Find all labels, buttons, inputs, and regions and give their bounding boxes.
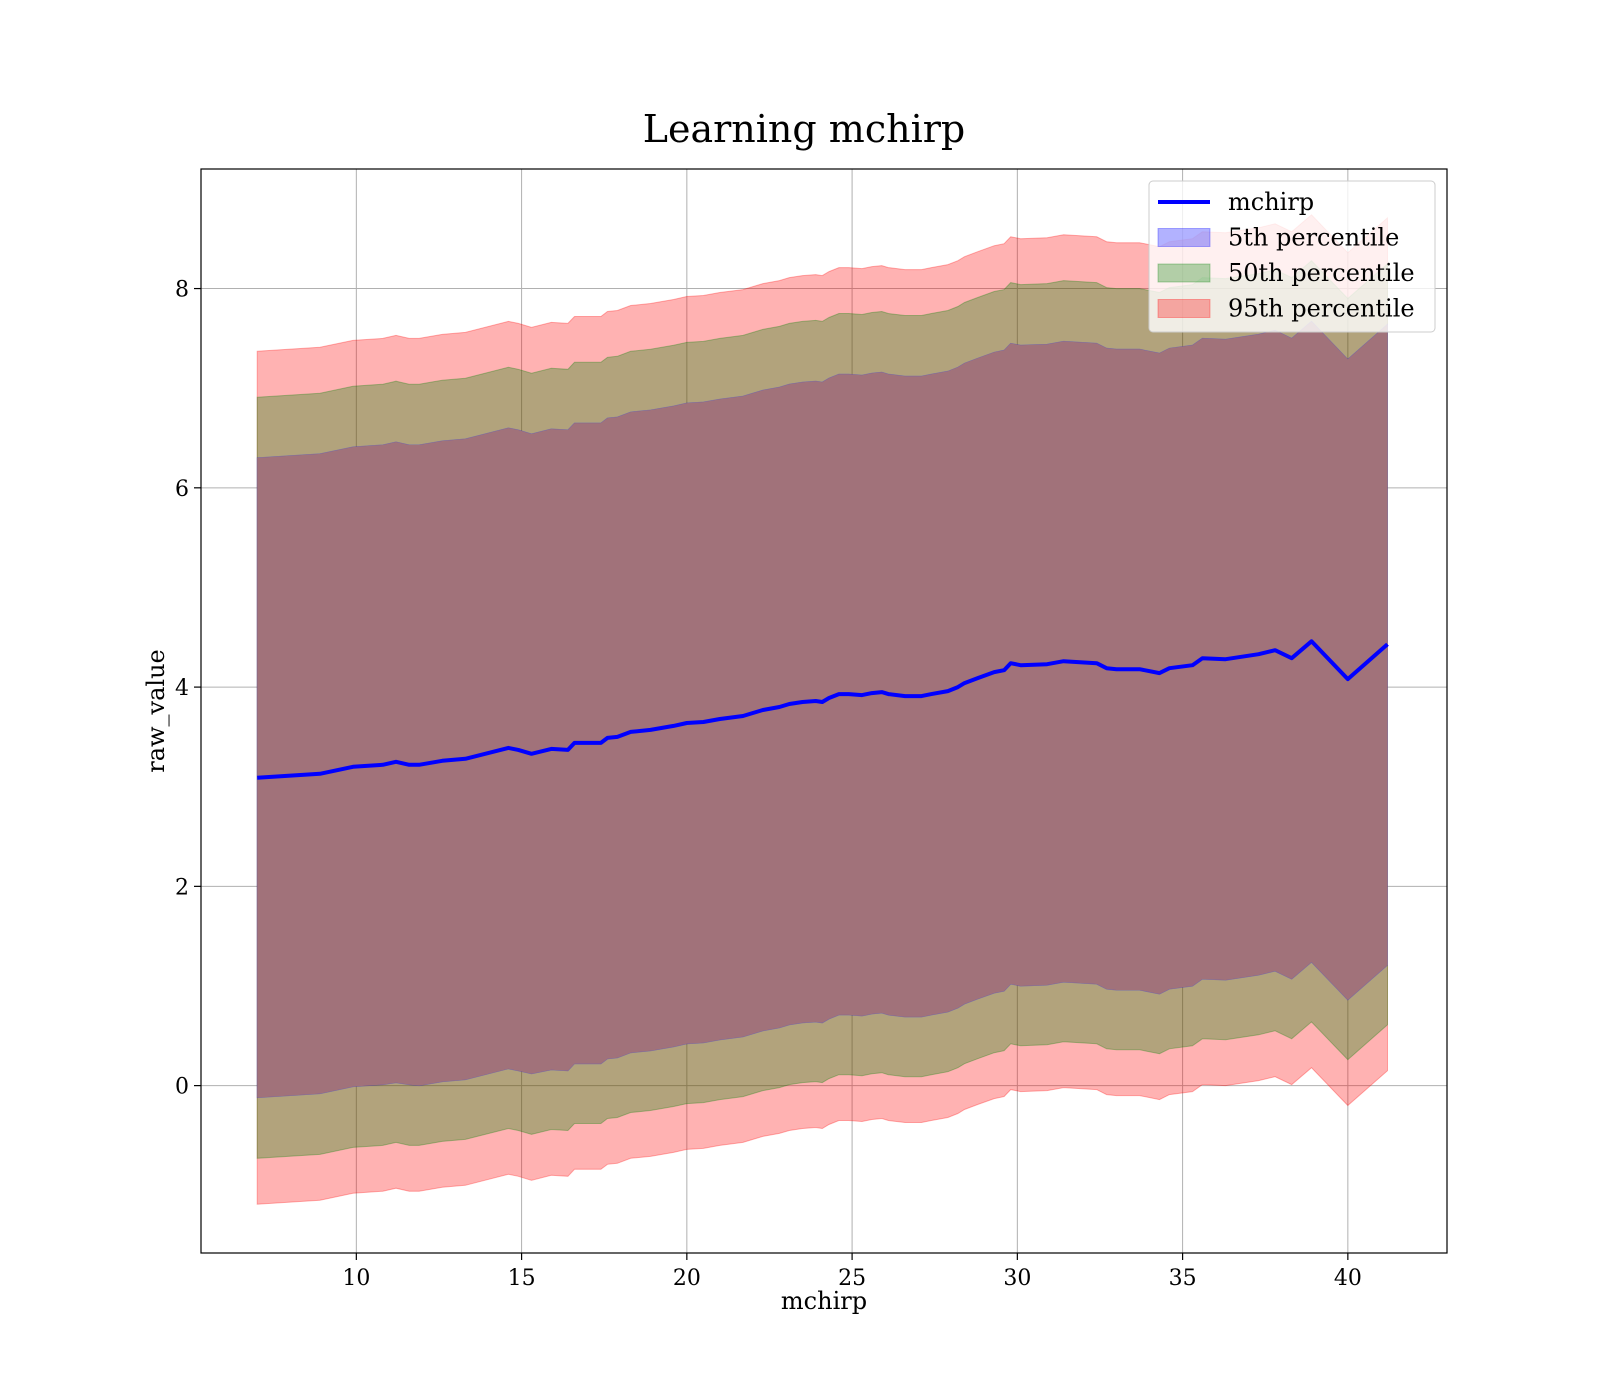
percentile-bands [256, 214, 1388, 1205]
line-mchirp [257, 639, 1389, 780]
plot-frame [200, 168, 1448, 1254]
x-tick-label: 35 [1169, 1266, 1197, 1291]
legend-label: mchirp [1228, 188, 1314, 216]
y-tick-label: 8 [175, 278, 189, 303]
y-tick-label: 6 [175, 477, 189, 502]
y-tick-label: 0 [175, 1075, 189, 1100]
chart-title: Learning mchirp [643, 107, 965, 151]
x-tick-label: 20 [673, 1266, 701, 1291]
x-axis-ticks: 10 15 20 25 30 35 40 [342, 1253, 1362, 1291]
legend-patch-swatch [1157, 299, 1211, 318]
x-tick-label: 30 [1003, 1266, 1031, 1291]
legend-item: 50th percentile [1157, 259, 1415, 287]
x-tick-label: 25 [838, 1266, 866, 1291]
legend-patch-swatch [1157, 263, 1211, 283]
x-tick-label: 15 [508, 1266, 536, 1291]
legend-label: 5th percentile [1228, 224, 1399, 252]
y-axis-ticks: 0 2 4 6 8 [175, 278, 201, 1100]
legend: mchirp 5th percentile 50th percentile 95th … [1148, 180, 1436, 333]
y-axis-label: raw_value [142, 649, 170, 773]
x-tick-label: 40 [1334, 1266, 1362, 1291]
legend-label: 95th percentile [1228, 295, 1415, 323]
legend-item: 95th percentile [1157, 295, 1415, 323]
y-tick-label: 4 [175, 676, 189, 701]
legend-box [1148, 180, 1436, 333]
band-overlap-region [257, 321, 1388, 1098]
legend-patch-swatch [1157, 228, 1211, 247]
plot-area [200, 168, 1448, 1254]
y-tick-label: 2 [175, 875, 189, 900]
legend-label: 50th percentile [1228, 259, 1415, 287]
legend-item: 5th percentile [1157, 224, 1399, 252]
legend-item: mchirp [1158, 188, 1314, 216]
x-tick-label: 10 [342, 1266, 370, 1291]
x-axis-label: mchirp [781, 1287, 867, 1315]
series-lines [257, 639, 1389, 780]
